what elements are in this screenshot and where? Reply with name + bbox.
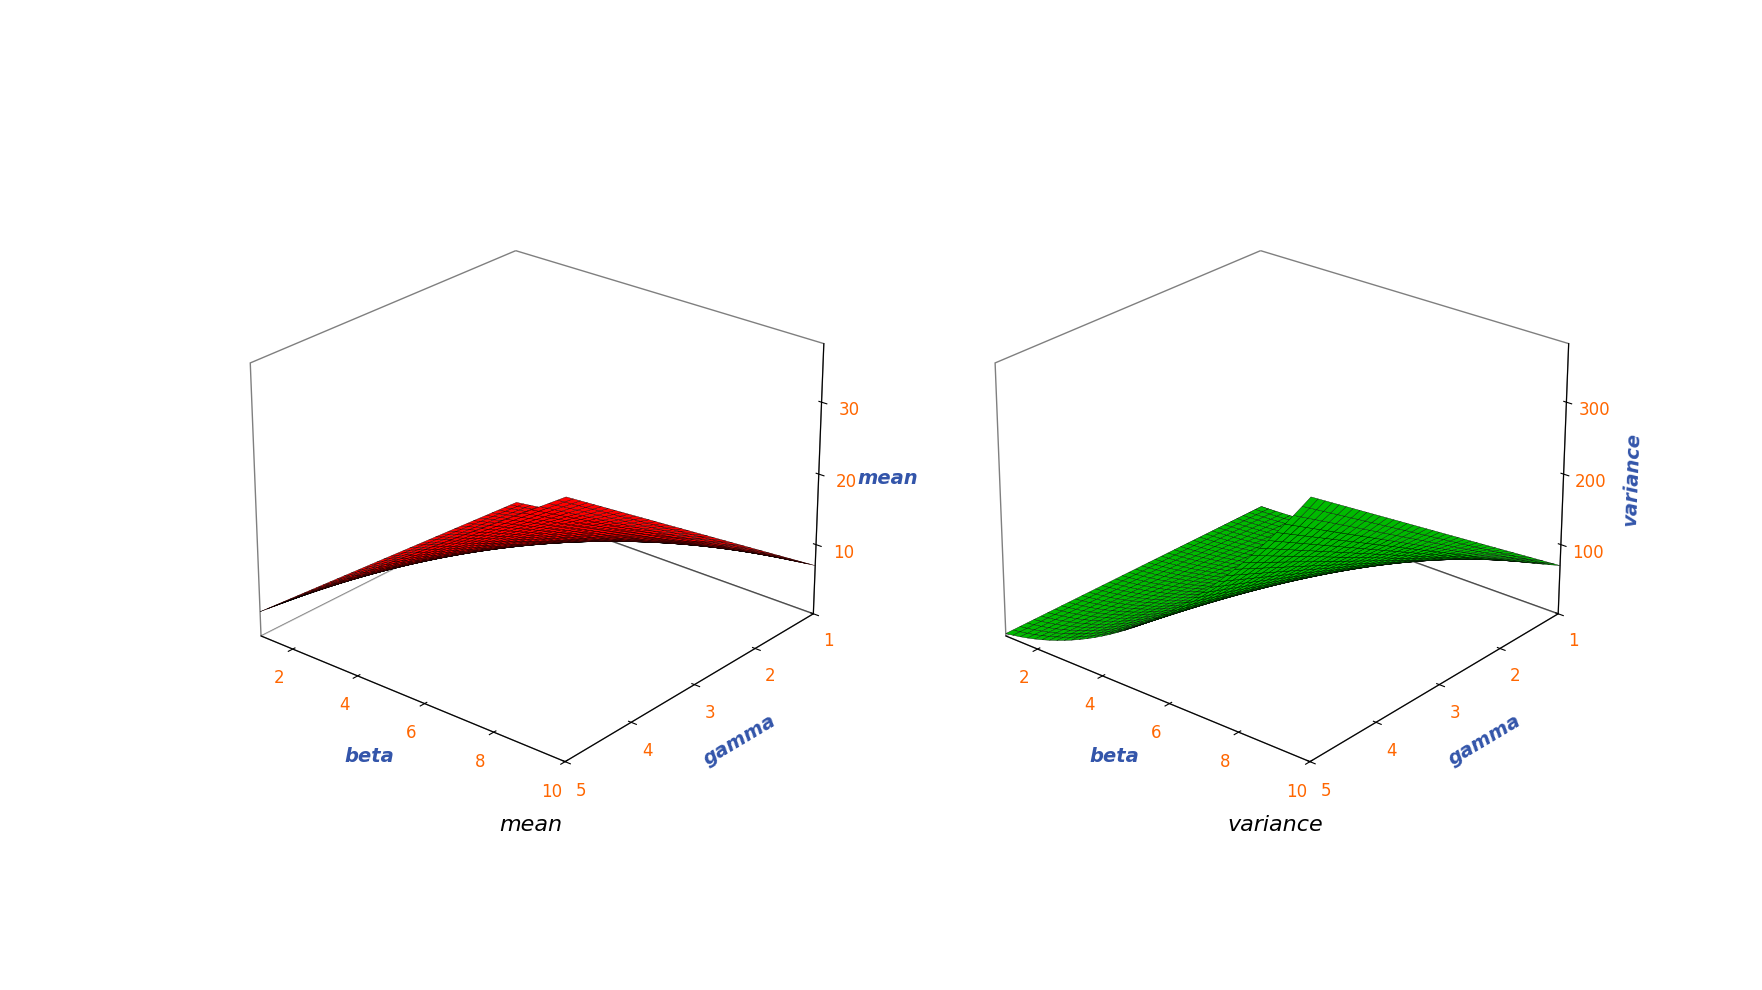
Title: variance: variance — [1228, 815, 1323, 835]
Y-axis label: gamma: gamma — [1445, 712, 1524, 769]
X-axis label: beta: beta — [344, 746, 395, 766]
Title: mean: mean — [499, 815, 562, 835]
X-axis label: beta: beta — [1089, 746, 1138, 766]
Y-axis label: gamma: gamma — [700, 712, 779, 769]
